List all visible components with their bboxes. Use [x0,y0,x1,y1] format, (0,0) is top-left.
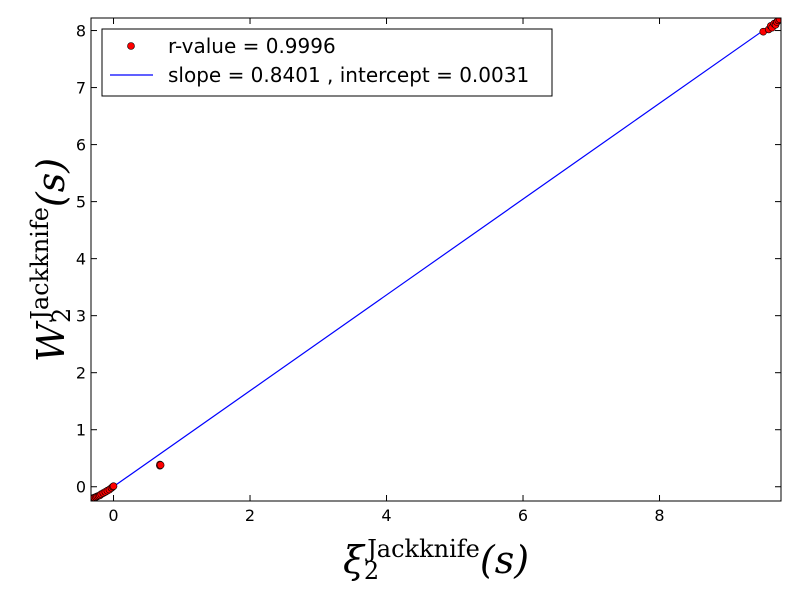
y-tick-label: 2 [76,364,86,383]
y-tick-label: 1 [76,421,86,440]
x-tick-label: 6 [518,506,528,525]
legend-label-scatter: r-value = 0.9996 [168,34,336,58]
x-axis-label-sup: Jackknife [364,535,480,563]
y-axis-label-sub: 2 [48,308,76,323]
y-axis-label-sup: Jackknife [26,207,54,323]
y-tick-label: 0 [76,478,86,497]
data-point [156,461,165,469]
data-layer [91,18,781,501]
y-axis-label-arg: (s) [29,158,73,207]
y-tick-label: 8 [76,22,86,41]
legend: r-value = 0.9996 slope = 0.8401 , interc… [101,28,553,97]
y-tick-label: 4 [76,250,86,269]
y-tick-label: 6 [76,136,86,155]
y-tick-label: 7 [76,79,86,98]
data-point [109,482,118,490]
plot-frame [90,17,782,502]
ticks-layer: 0 2 4 6 8 0 1 2 3 4 5 6 7 8 [76,18,781,525]
x-axis-label-arg: (s) [480,538,529,582]
y-axis-label-base: W [29,320,73,362]
y-tick-label: 5 [76,193,86,212]
x-axis-label-base: ξ [343,538,366,582]
y-axis-label: W2Jackknife(s) [26,158,76,362]
x-tick-label: 8 [654,506,664,525]
data-point [775,18,781,23]
x-tick-label: 2 [245,506,255,525]
legend-label-fit: slope = 0.8401 , intercept = 0.0031 [168,63,529,87]
x-tick-label: 4 [381,506,391,525]
x-axis-label-sub: 2 [364,557,379,585]
x-axis-label: ξ2Jackknife(s) [343,535,529,585]
legend-marker-scatter [127,42,135,50]
x-tick-label: 0 [108,506,118,525]
plot-area [91,18,781,501]
fit-line [91,18,781,501]
y-tick-label: 3 [76,307,86,326]
legend-box [101,28,553,97]
